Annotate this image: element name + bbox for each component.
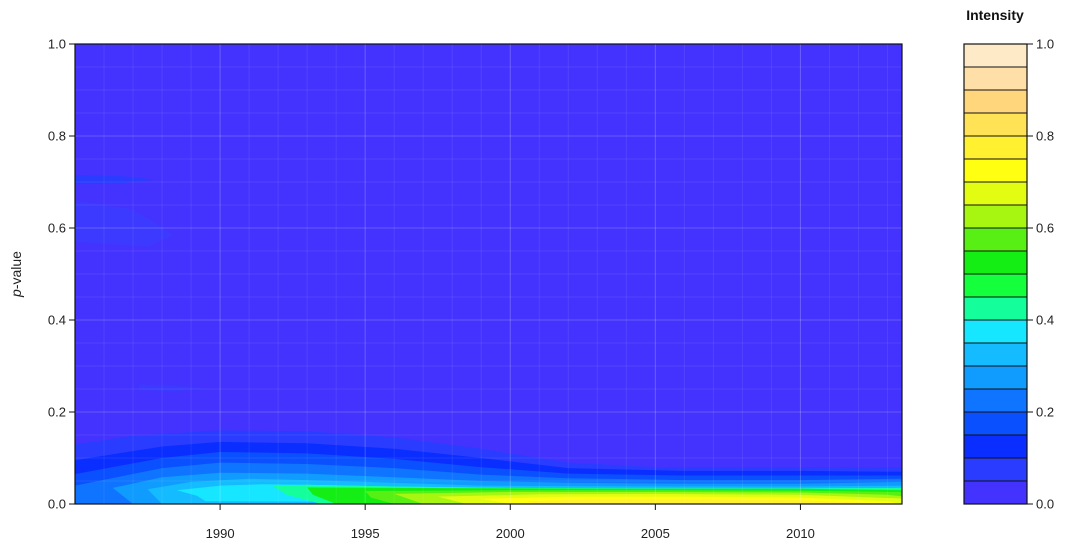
colorbar-legend: Intensity 0.0 0.2 0.4 0.6 0.8 1.0 [963,7,1054,512]
colorbar-swatches [963,43,1028,505]
colorbar-swatch [963,480,1028,505]
colorbar-tick-label: 0.0 [1036,497,1054,512]
colorbar-tick-label: 0.8 [1036,129,1054,144]
colorbar-swatch [963,43,1028,68]
y-axis: 0.0 0.2 0.4 0.6 0.8 1.0 [48,37,75,512]
colorbar-swatch [963,135,1028,160]
heatmap-background [75,44,902,504]
colorbar-swatch [963,204,1028,229]
colorbar-swatch [963,388,1028,413]
colorbar-swatch [963,319,1028,344]
colorbar-title: Intensity [966,7,1024,23]
colorbar-tick-label: 1.0 [1036,37,1054,52]
y-tick-label: 0.8 [48,129,66,144]
y-tick-label: 0.0 [48,497,66,512]
colorbar-frame [963,43,1028,505]
colorbar-swatch [963,227,1028,252]
x-tick-label: 2000 [496,526,525,541]
colorbar-swatch [963,434,1028,459]
y-axis-title-rest: -value [8,251,24,289]
colorbar-swatch [963,158,1028,183]
y-axis-title-italic: p [8,289,24,298]
y-tick-label: 1.0 [48,37,66,52]
colorbar-tick-label: 0.4 [1036,313,1054,328]
colorbar-swatch [963,89,1028,114]
colorbar-swatch [963,181,1028,206]
x-axis: 1990 1995 2000 2005 2010 [206,504,815,541]
colorbar-ticks: 0.0 0.2 0.4 0.6 0.8 1.0 [1027,37,1054,512]
colorbar-swatch [963,457,1028,482]
colorbar-swatch [963,273,1028,298]
x-tick-label: 1995 [351,526,380,541]
colorbar-swatch [963,342,1028,367]
plot-area [74,43,903,505]
colorbar-swatch [963,296,1028,321]
y-tick-label: 0.6 [48,221,66,236]
x-tick-label: 1990 [206,526,235,541]
grid-layer [75,44,902,504]
contour-region-2 [75,175,157,185]
colorbar-tick-label: 0.2 [1036,405,1054,420]
contour-region-3 [138,384,206,392]
contour-region-1 [75,200,174,247]
colorbar-tick-label: 0.6 [1036,221,1054,236]
plot-frame [74,43,903,505]
y-tick-label: 0.2 [48,405,66,420]
x-tick-label: 2010 [786,526,815,541]
y-axis-title: p-value [8,251,24,298]
colorbar-swatch [963,66,1028,91]
colorbar-swatch [963,365,1028,390]
contour-region-16 [524,499,873,504]
colorbar-swatch [963,112,1028,137]
x-tick-label: 2005 [641,526,670,541]
colorbar-swatch [963,250,1028,275]
y-tick-label: 0.4 [48,313,66,328]
colorbar-swatch [963,411,1028,436]
contour-layer [75,175,902,504]
